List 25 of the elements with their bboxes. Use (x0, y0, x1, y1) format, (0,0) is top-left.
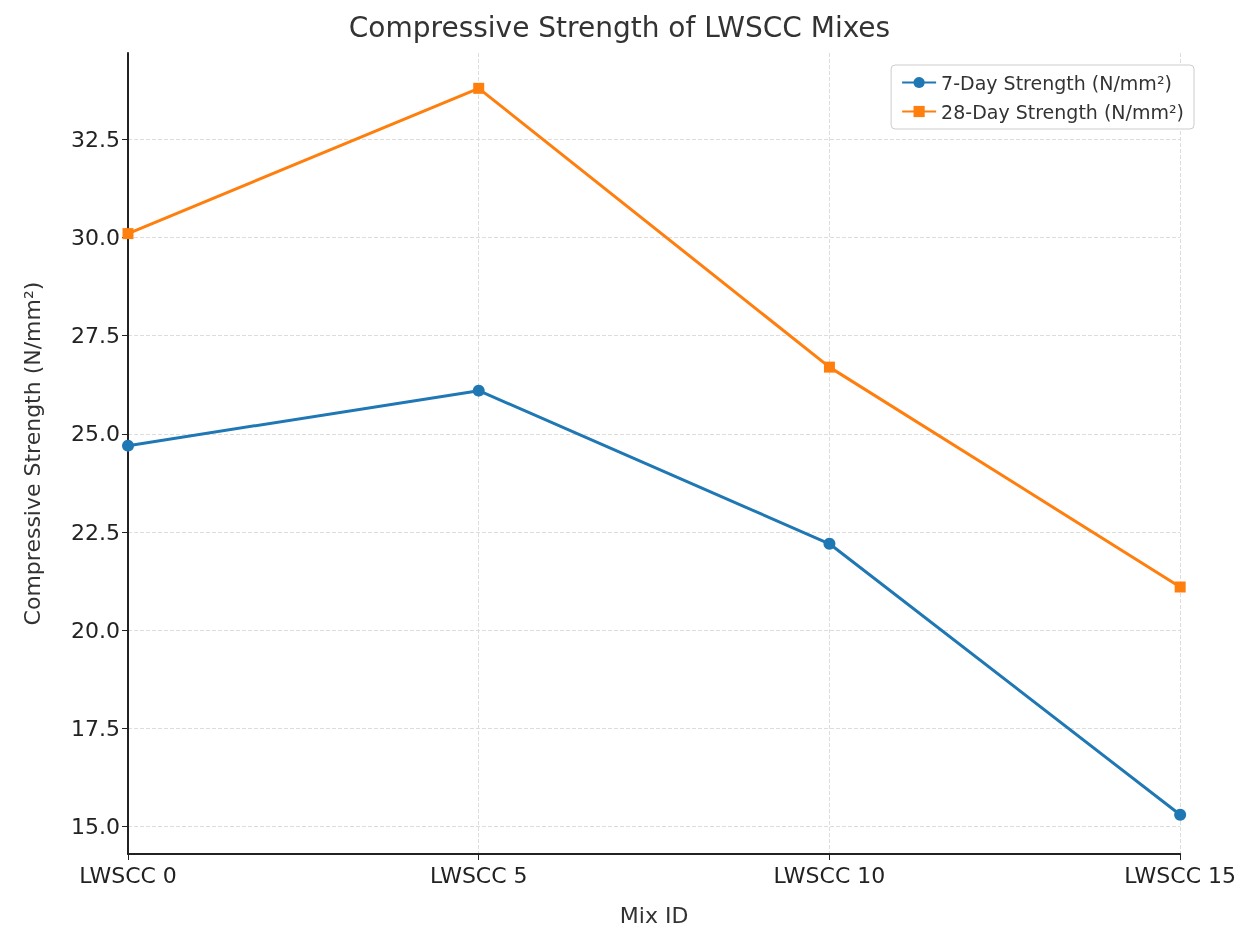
point (122, 228, 134, 240)
legend-label: 28-Day Strength (N/mm²) (941, 100, 1184, 123)
y-tick-label: 20.0 (71, 617, 120, 643)
legend-label: 7-Day Strength (N/mm²) (941, 71, 1172, 94)
x-tick-label: LWSCC 10 (773, 862, 886, 888)
point (472, 384, 485, 397)
y-tick-label: 27.5 (71, 323, 120, 349)
x-tick-label: LWSCC 5 (429, 862, 528, 888)
point (823, 537, 836, 550)
x-tick-label: LWSCC 15 (1124, 862, 1236, 888)
point (473, 82, 485, 94)
point (1174, 581, 1186, 593)
x-tick-label: LWSCC 0 (79, 862, 177, 888)
y-tick-label: 17.5 (71, 715, 120, 741)
point (1174, 808, 1187, 821)
point (823, 361, 835, 373)
point (122, 439, 134, 452)
y-tick-label: 30.0 (71, 225, 120, 251)
y-tick-label: 25.0 (71, 421, 120, 447)
y-tick-label: 32.5 (71, 126, 120, 152)
x-axis-title: Mix ID (619, 902, 689, 928)
chart-title: Compressive Strength of LWSCC Mixes (348, 10, 891, 44)
y-tick-label: 15.0 (71, 814, 120, 840)
y-tick-label: 22.5 (71, 519, 120, 545)
y-axis-title: Compressive Strength (N/mm²) (19, 281, 45, 626)
